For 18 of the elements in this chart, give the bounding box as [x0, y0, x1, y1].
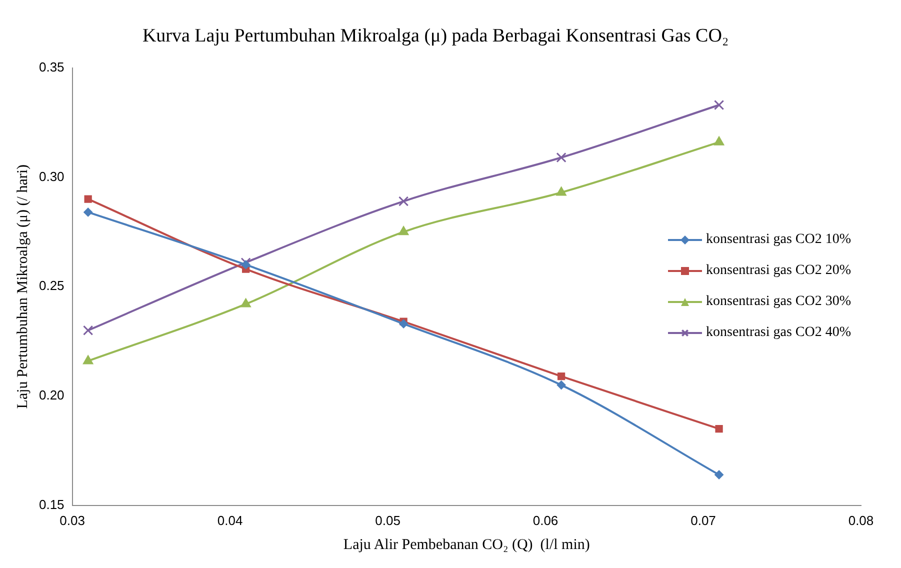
legend-label: konsentrasi gas CO2 30% [706, 294, 852, 310]
y-tick-label: 0.35 [38, 59, 64, 74]
x-tick-label: 0.07 [690, 512, 716, 528]
legend-label: konsentrasi gas CO2 40% [706, 325, 852, 342]
x-tick-label: 0.04 [217, 512, 243, 528]
y-axis-title: Laju Pertumbuhan Mikroalga (μ) (/ hari) [14, 164, 31, 409]
chart-title: Kurva Laju Pertumbuhan Mikroalga (μ) pada Berbagai Konsentrasi Gas CO₂ [142, 25, 729, 46]
legend-label: konsentrasi gas CO2 10% [706, 232, 852, 248]
y-tick-label: 0.20 [38, 388, 64, 403]
y-tick-label: 0.15 [38, 496, 64, 512]
x-tick-label: 0.05 [375, 512, 400, 528]
x-axis-title: Laju Alir Pembebanan CO₂ (Q) (l/l min) [343, 536, 590, 553]
legend-label: konsentrasi gas CO2 20% [706, 263, 852, 280]
y-tick-label: 0.30 [38, 168, 64, 184]
x-tick-label: 0.06 [532, 512, 558, 528]
y-tick-label: 0.25 [38, 278, 64, 294]
x-tick-label: 0.08 [848, 512, 874, 528]
x-tick-label: 0.03 [60, 512, 85, 528]
